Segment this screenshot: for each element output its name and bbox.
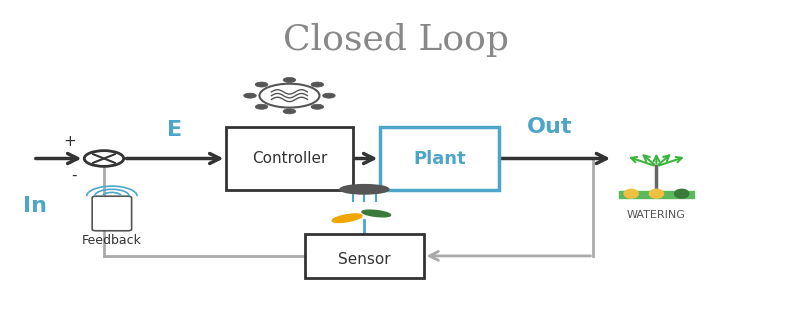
Text: Sensor: Sensor: [338, 252, 390, 267]
Text: +: +: [63, 134, 76, 149]
Circle shape: [255, 104, 268, 109]
Ellipse shape: [332, 214, 362, 223]
Ellipse shape: [675, 189, 689, 198]
Circle shape: [255, 82, 268, 87]
Ellipse shape: [340, 184, 389, 194]
Circle shape: [322, 93, 335, 98]
Circle shape: [284, 77, 295, 82]
Text: Feedback: Feedback: [82, 234, 142, 247]
Circle shape: [311, 104, 324, 109]
FancyBboxPatch shape: [92, 196, 131, 231]
Text: Closed Loop: Closed Loop: [283, 23, 509, 57]
Text: Controller: Controller: [252, 151, 327, 166]
Text: -: -: [70, 168, 76, 183]
Circle shape: [284, 109, 295, 114]
FancyBboxPatch shape: [619, 191, 695, 198]
Text: In: In: [22, 196, 47, 216]
Circle shape: [244, 93, 257, 98]
Text: Plant: Plant: [413, 150, 466, 167]
Ellipse shape: [649, 189, 664, 198]
Ellipse shape: [624, 189, 638, 198]
Circle shape: [311, 82, 324, 87]
Text: WATERING: WATERING: [627, 210, 686, 220]
Ellipse shape: [362, 210, 390, 217]
Text: E: E: [167, 120, 183, 140]
Text: Out: Out: [527, 117, 573, 137]
